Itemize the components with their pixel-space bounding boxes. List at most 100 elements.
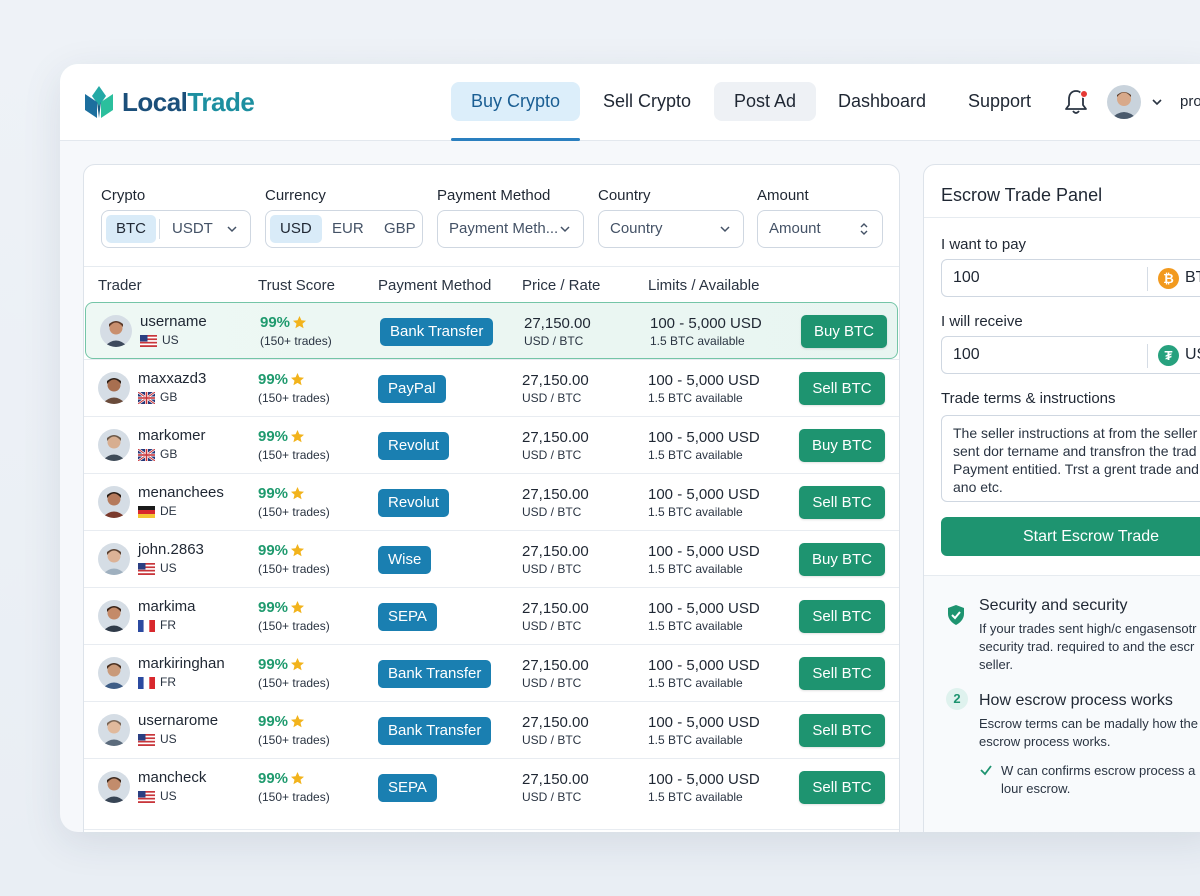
- table-row[interactable]: markiringhan FR 99% (150+ trades) Bank Trans…: [84, 644, 899, 701]
- trade-action-button[interactable]: Sell BTC: [799, 600, 885, 633]
- rate-unit: USD / BTC: [522, 733, 582, 747]
- filter-country-select[interactable]: Country: [598, 210, 744, 248]
- price-value: 27,150.00: [522, 429, 589, 446]
- filter-currency-select[interactable]: USD EUR GBP: [265, 210, 423, 248]
- trader-name[interactable]: usernarome: [138, 712, 219, 729]
- trader-country: DE: [160, 504, 177, 518]
- table-row[interactable]: john.2863 US 99% (150+ trades) Wise 27,150.00…: [84, 530, 899, 587]
- profile-label[interactable]: pro: [1180, 93, 1200, 110]
- filter-crypto-select[interactable]: BTC USDT: [101, 210, 251, 248]
- trade-action-button[interactable]: Sell BTC: [799, 714, 885, 747]
- stepper-icon[interactable]: [858, 222, 870, 236]
- trust-score: 99%: [260, 314, 291, 331]
- trader-avatar[interactable]: [100, 315, 132, 347]
- col-payment-method[interactable]: Payment Method: [378, 277, 492, 294]
- trader-name[interactable]: username: [140, 313, 207, 330]
- escrow-panel: Escrow Trade Panel I want to pay 100 ₿ B…: [923, 164, 1200, 832]
- crypto-option-usdt[interactable]: USDT: [172, 220, 213, 237]
- user-avatar[interactable]: [1107, 85, 1141, 119]
- trader-avatar[interactable]: [98, 543, 130, 575]
- trade-count: (150+ trades): [260, 334, 332, 348]
- col-limits-available[interactable]: Limits / Available: [648, 277, 760, 294]
- trader-name[interactable]: menanchees: [138, 484, 224, 501]
- price-value: 27,150.00: [524, 315, 591, 332]
- col-price-rate[interactable]: Price / Rate: [522, 277, 601, 294]
- rate-unit: USD / BTC: [522, 619, 582, 633]
- price-value: 27,150.00: [522, 543, 589, 560]
- step-number-badge: 2: [946, 688, 968, 710]
- trade-action-button[interactable]: Buy BTC: [799, 429, 885, 462]
- col-trust-score[interactable]: Trust Score: [258, 277, 335, 294]
- flag-gb-icon: [137, 391, 156, 405]
- trade-action-button[interactable]: Sell BTC: [799, 372, 885, 405]
- confirm-text: W can confirms escrow process a: [1001, 763, 1196, 778]
- input-divider: [1147, 344, 1148, 368]
- trader-name[interactable]: john.2863: [138, 541, 204, 558]
- currency-option-eur[interactable]: EUR: [332, 220, 364, 237]
- limits-value: 100 - 5,000 USD: [650, 315, 762, 332]
- table-row[interactable]: username US 99% (150+ trades) Bank Transfer 2…: [85, 302, 898, 359]
- trust-score: 99%: [258, 599, 289, 616]
- table-row[interactable]: menanchees DE 99% (150+ trades) Revolut 27,15…: [84, 473, 899, 530]
- trade-action-button[interactable]: Sell BTC: [799, 771, 885, 804]
- trader-avatar[interactable]: [98, 600, 130, 632]
- available-amount: 1.5 BTC available: [650, 334, 745, 348]
- nav-support[interactable]: Support: [968, 91, 1032, 111]
- filter-payment-select[interactable]: Payment Meth...: [437, 210, 584, 248]
- trader-avatar[interactable]: [98, 429, 130, 461]
- table-row[interactable]: mancheck US 99% (150+ trades) SEPA 27,150.00 U…: [84, 758, 899, 815]
- table-row[interactable]: usernarome US 99% (150+ trades) Bank Transfe…: [84, 701, 899, 758]
- chevron-down-icon[interactable]: [1150, 95, 1164, 109]
- trader-country: US: [160, 732, 177, 746]
- nav-sell-crypto[interactable]: Sell Crypto: [603, 91, 692, 111]
- col-trader[interactable]: Trader: [98, 277, 142, 294]
- trade-action-button[interactable]: Buy BTC: [801, 315, 887, 348]
- filter-currency-label: Currency: [265, 187, 326, 204]
- limits-value: 100 - 5,000 USD: [648, 372, 760, 389]
- pay-amount-input[interactable]: 100 ₿ BT: [941, 259, 1200, 297]
- crypto-option-btc[interactable]: BTC: [106, 215, 156, 243]
- trader-country: US: [160, 561, 177, 575]
- trade-action-button[interactable]: Sell BTC: [799, 657, 885, 690]
- star-icon: [290, 600, 305, 615]
- star-icon: [290, 657, 305, 672]
- nav-post-ad[interactable]: Post Ad: [714, 82, 817, 121]
- pay-currency[interactable]: BT: [1185, 269, 1200, 286]
- limits-value: 100 - 5,000 USD: [648, 657, 760, 674]
- nav-buy-crypto[interactable]: Buy Crypto: [451, 82, 581, 121]
- price-value: 27,150.00: [522, 714, 589, 731]
- trader-name[interactable]: maxxazd3: [138, 370, 207, 387]
- trader-name[interactable]: markomer: [138, 427, 206, 444]
- trader-avatar[interactable]: [98, 657, 130, 689]
- available-amount: 1.5 BTC available: [648, 733, 743, 747]
- brand-logo[interactable]: LocalTrade: [82, 84, 255, 120]
- flag-fr-icon: [138, 676, 155, 689]
- table-row[interactable]: maxxazd3 GB 99% (150+ trades) PayPal 27,150.0…: [84, 359, 899, 416]
- table-row[interactable]: markima FR 99% (150+ trades) SEPA 27,150.00 US…: [84, 587, 899, 644]
- nav-dashboard[interactable]: Dashboard: [838, 91, 927, 111]
- receive-currency[interactable]: US: [1185, 346, 1200, 363]
- table-row[interactable]: markomer GB 99% (150+ trades) Revolut 27,150.…: [84, 416, 899, 473]
- trader-avatar[interactable]: [98, 372, 130, 404]
- trade-count: (150+ trades): [258, 448, 330, 462]
- security-text: If your trades sent high/c engasensotr: [979, 621, 1197, 636]
- filter-amount-input[interactable]: Amount: [757, 210, 883, 248]
- trader-name[interactable]: markima: [138, 598, 196, 615]
- trader-avatar[interactable]: [98, 771, 130, 803]
- receive-amount-input[interactable]: 100 ₮ US: [941, 336, 1200, 374]
- currency-option-usd[interactable]: USD: [270, 215, 322, 243]
- trader-avatar[interactable]: [98, 714, 130, 746]
- trade-action-button[interactable]: Buy BTC: [799, 543, 885, 576]
- trader-name[interactable]: markiringhan: [138, 655, 225, 672]
- currency-option-gbp[interactable]: GBP: [384, 220, 416, 237]
- trader-name[interactable]: mancheck: [138, 769, 207, 786]
- trader-avatar[interactable]: [98, 486, 130, 518]
- crypto-divider: [159, 219, 160, 239]
- trade-action-button[interactable]: Sell BTC: [799, 486, 885, 519]
- panel-divider: [924, 217, 1200, 218]
- available-amount: 1.5 BTC available: [648, 562, 743, 576]
- price-value: 27,150.00: [522, 486, 589, 503]
- terms-textarea[interactable]: The seller instructions at from the sell…: [941, 415, 1200, 502]
- start-escrow-button[interactable]: Start Escrow Trade: [941, 517, 1200, 556]
- trade-count: (150+ trades): [258, 790, 330, 804]
